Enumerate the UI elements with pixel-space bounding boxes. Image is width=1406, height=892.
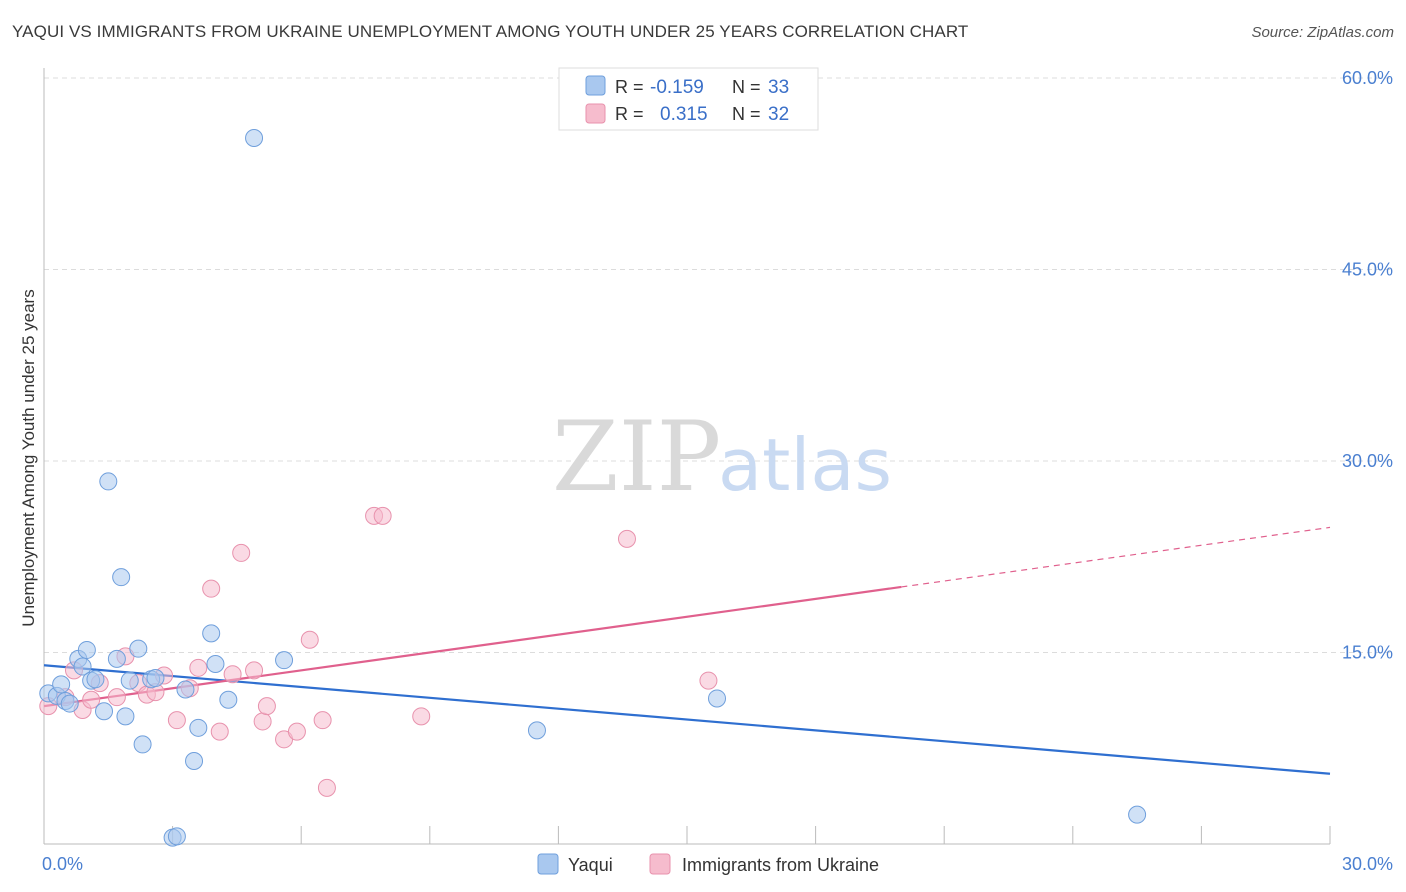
data-point-ukraine bbox=[253, 712, 272, 731]
data-point-yaqui bbox=[60, 694, 79, 713]
legend-n-value: 33 bbox=[768, 77, 789, 98]
series-name-ukraine: Immigrants from Ukraine bbox=[682, 855, 879, 875]
data-point-yaqui bbox=[202, 624, 221, 643]
data-point-yaqui bbox=[95, 702, 114, 721]
trend-lines bbox=[43, 526, 1331, 775]
trend-line-extension bbox=[901, 526, 1331, 588]
data-point-yaqui bbox=[52, 675, 71, 694]
data-point-ukraine bbox=[189, 658, 208, 677]
data-point-ukraine bbox=[107, 688, 126, 707]
data-point-ukraine bbox=[202, 579, 221, 598]
data-point-ukraine bbox=[300, 630, 319, 649]
data-point-yaqui bbox=[107, 649, 126, 668]
x-tick-label: 30.0% bbox=[1342, 854, 1393, 874]
y-tick-label: 30.0% bbox=[1342, 451, 1393, 471]
data-point-yaqui bbox=[189, 718, 208, 737]
series-swatch-ukraine bbox=[649, 853, 671, 875]
data-point-ukraine bbox=[210, 722, 229, 741]
data-points bbox=[39, 129, 1147, 847]
watermark-zip: ZIP bbox=[552, 401, 721, 513]
data-point-ukraine bbox=[617, 529, 636, 548]
legend: R = -0.159 N = 33 R = 0.315 N = 32 bbox=[558, 67, 819, 131]
data-point-ukraine bbox=[317, 778, 336, 797]
data-point-yaqui bbox=[219, 690, 238, 709]
data-point-yaqui bbox=[116, 707, 135, 726]
y-tick-label: 45.0% bbox=[1342, 260, 1393, 280]
data-point-yaqui bbox=[708, 689, 727, 708]
legend-r-value: 0.315 bbox=[660, 104, 708, 125]
legend-n-label: N = bbox=[732, 104, 761, 124]
y-axis-label: Unemployment Among Youth under 25 years bbox=[19, 289, 38, 626]
chart-source: Source: ZipAtlas.com bbox=[1251, 24, 1394, 41]
data-point-ukraine bbox=[82, 690, 101, 709]
trend-line-ukraine bbox=[43, 585, 902, 708]
data-point-ukraine bbox=[223, 665, 242, 684]
trend-line-yaqui bbox=[43, 664, 1331, 775]
series-name-yaqui: Yaqui bbox=[568, 855, 613, 875]
legend-r-label: R = bbox=[615, 104, 644, 124]
data-point-ukraine bbox=[245, 661, 264, 680]
data-point-ukraine bbox=[373, 506, 392, 525]
legend-swatch-ukraine bbox=[585, 103, 606, 124]
chart-title: YAQUI VS IMMIGRANTS FROM UKRAINE UNEMPLO… bbox=[12, 22, 969, 41]
data-point-yaqui bbox=[99, 472, 118, 491]
y-tick-label: 60.0% bbox=[1342, 68, 1393, 88]
data-point-yaqui bbox=[275, 651, 294, 670]
watermark: ZIP atlas bbox=[552, 401, 892, 513]
legend-swatch-yaqui bbox=[585, 75, 606, 96]
data-point-yaqui bbox=[86, 670, 105, 689]
y-tick-label: 15.0% bbox=[1342, 643, 1393, 663]
data-point-yaqui bbox=[129, 639, 148, 658]
series-swatch-yaqui bbox=[537, 853, 559, 875]
series-legend: Yaqui Immigrants from Ukraine bbox=[537, 853, 879, 875]
data-point-yaqui bbox=[146, 669, 165, 688]
data-point-ukraine bbox=[287, 722, 306, 741]
legend-r-label: R = bbox=[615, 77, 644, 97]
watermark-atlas: atlas bbox=[718, 423, 892, 507]
data-point-ukraine bbox=[699, 671, 718, 690]
data-point-ukraine bbox=[232, 543, 251, 562]
data-point-yaqui bbox=[73, 657, 92, 676]
data-point-yaqui bbox=[167, 827, 186, 846]
axes bbox=[43, 68, 1331, 845]
data-point-yaqui bbox=[133, 735, 152, 754]
tick-labels: 15.0% 30.0% 45.0% 60.0% 0.0% 30.0% bbox=[42, 68, 1393, 874]
x-tick-label: 0.0% bbox=[42, 854, 83, 874]
legend-r-value: -0.159 bbox=[650, 77, 704, 98]
data-point-yaqui bbox=[185, 752, 204, 771]
data-point-yaqui bbox=[77, 640, 96, 659]
grid-lines bbox=[44, 77, 1392, 653]
data-point-ukraine bbox=[167, 711, 186, 730]
data-point-yaqui bbox=[120, 671, 139, 690]
data-point-yaqui bbox=[245, 129, 264, 148]
legend-n-label: N = bbox=[732, 77, 761, 97]
data-point-yaqui bbox=[1128, 805, 1147, 824]
legend-n-value: 32 bbox=[768, 104, 789, 125]
data-point-ukraine bbox=[313, 711, 332, 730]
data-point-ukraine bbox=[412, 707, 431, 726]
data-point-yaqui bbox=[206, 654, 225, 673]
data-point-ukraine bbox=[257, 697, 276, 716]
data-point-yaqui bbox=[112, 568, 131, 587]
data-point-yaqui bbox=[176, 680, 195, 699]
data-point-yaqui bbox=[527, 721, 546, 740]
